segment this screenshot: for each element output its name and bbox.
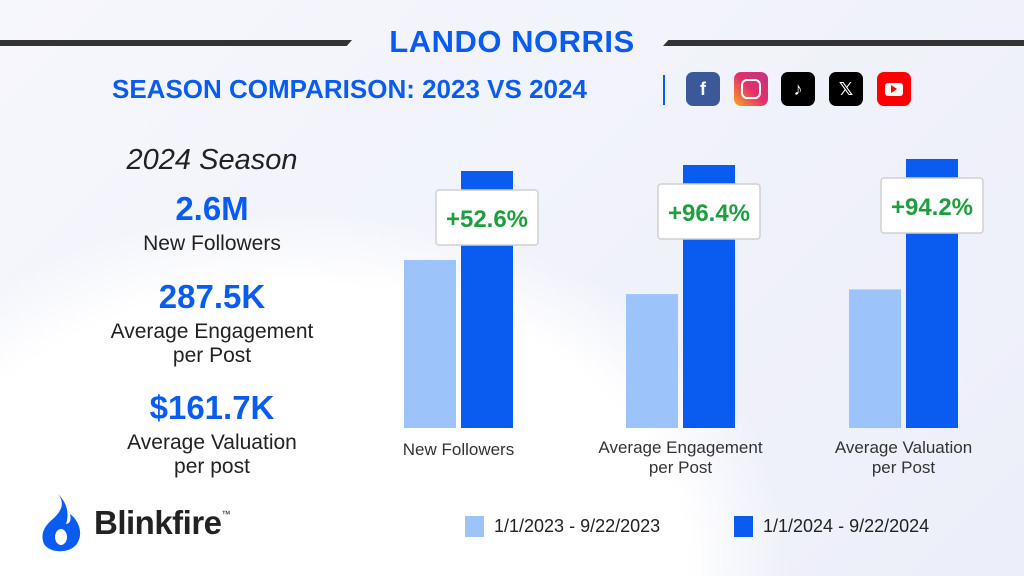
facebook-icon: f [686,72,720,106]
bar-0-0 [404,259,456,428]
data-label-box [657,183,761,240]
x-icon: 𝕏 [829,72,863,106]
bar-0-1 [626,294,678,428]
stat-label-valuation-2: per post [174,455,250,478]
stat-label-engagement-2: per Post [172,344,252,367]
data-label: +94.2% [891,194,973,221]
legend-item-2024: 1/1/2024 - 9/22/2024 [734,516,929,537]
flame-icon [42,494,81,552]
data-label-box [880,177,984,234]
data-label: +52.6% [446,206,528,233]
legend-item-2023: 1/1/2023 - 9/22/2023 [465,516,660,537]
category-label: New Followers [403,440,514,459]
legend-label-2023: 1/1/2023 - 9/22/2023 [494,516,661,536]
category-label: Average Valuation [835,438,972,457]
stat-label-followers: New Followers [143,232,281,255]
page-subtitle: SEASON COMPARISON: 2023 VS 2024 [112,74,587,104]
header-rule-left [0,40,352,46]
stat-label-engagement: Average Engagement [110,320,314,343]
tiktok-icon: ♪ [781,72,815,106]
stat-value-valuation: $161.7K [149,389,275,426]
bar-0-2 [849,289,901,428]
category-label: per Post [872,458,936,477]
legend-swatch-2023 [465,516,484,537]
legend-label-2024: 1/1/2024 - 9/22/2024 [763,516,930,536]
trademark: ™ [221,509,231,519]
page-title: LANDO NORRIS [389,24,635,59]
logo-text: Blinkfire [94,504,222,541]
instagram-icon [734,72,768,106]
stat-value-engagement: 287.5K [158,278,266,315]
category-label: Average Engagement [598,438,762,457]
season-label: 2024 Season [126,144,298,176]
header-rule-right [663,40,1024,46]
category-label: per Post [649,458,713,477]
stat-label-valuation: Average Valuation [127,431,297,454]
divider [663,75,665,105]
data-label-box [435,189,539,246]
stat-value-followers: 2.6M [175,190,249,227]
data-label: +96.4% [668,200,750,227]
blinkfire-logo: Blinkfire ™ [36,494,231,552]
legend-swatch-2024 [734,516,753,537]
youtube-icon [877,72,911,106]
